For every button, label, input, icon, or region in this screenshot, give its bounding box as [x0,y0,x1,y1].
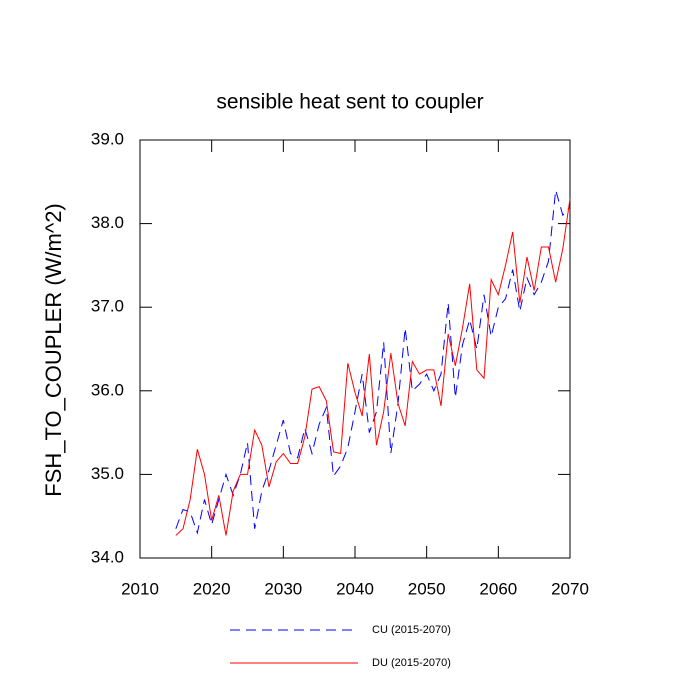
legend-label: DU (2015-2070) [372,657,451,669]
x-tick-label: 2030 [264,579,302,598]
y-tick-label: 39.0 [91,129,124,148]
data-line [175,198,571,536]
y-tick-label: 37.0 [91,297,124,316]
data-line [175,190,571,535]
y-axis-label: FSH_TO_COUPLER (W/m^2) [41,203,66,497]
x-tick-label: 2010 [121,579,159,598]
x-tick-label: 2020 [193,579,231,598]
x-tick-label: 2060 [479,579,517,598]
y-tick-label: 35.0 [91,464,124,483]
chart-title: sensible heat sent to coupler [216,91,483,114]
y-tick-label: 36.0 [91,380,124,399]
legend-label: CU (2015-2070) [372,624,451,636]
x-tick-label: 2070 [551,579,589,598]
y-tick-label: 38.0 [91,213,124,232]
x-tick-label: 2040 [336,579,374,598]
plot-frame [139,139,571,559]
y-tick-label: 34.0 [91,547,124,566]
x-tick-label: 2050 [408,579,446,598]
